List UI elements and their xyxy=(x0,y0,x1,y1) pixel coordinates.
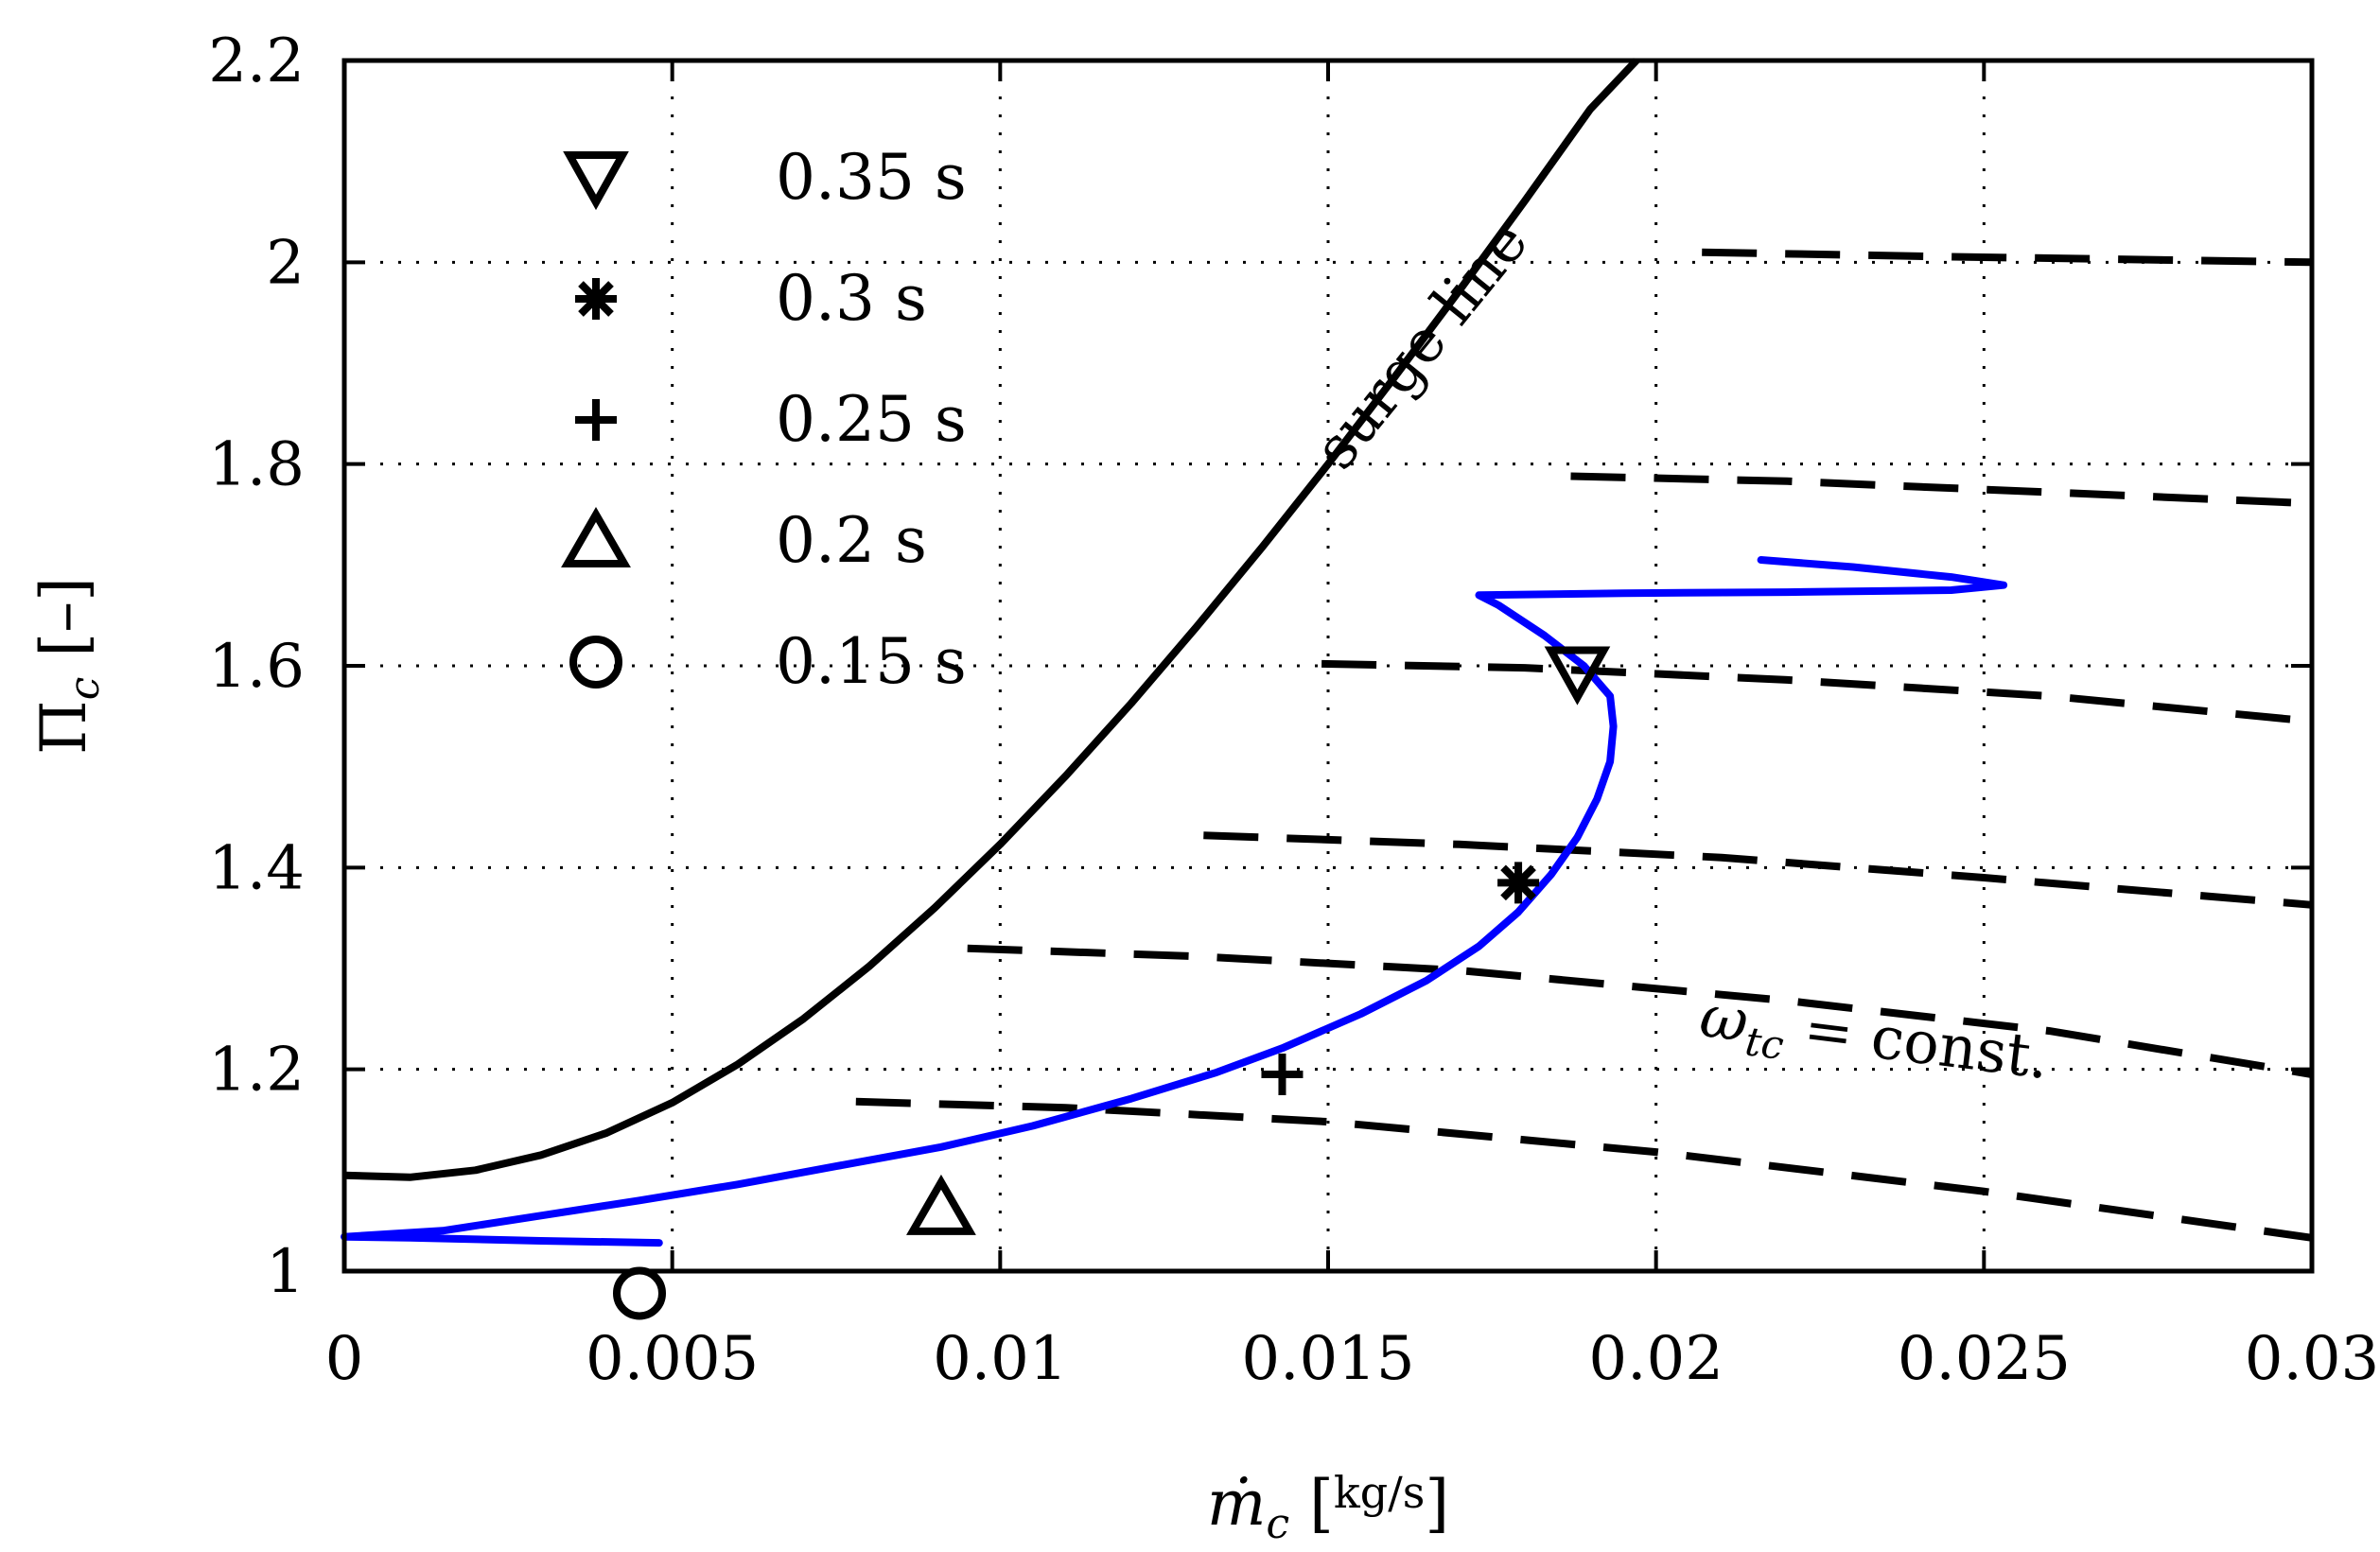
speed-line xyxy=(967,944,2313,1078)
speed-lines xyxy=(855,248,2313,1242)
marker-triangle-up xyxy=(906,1174,976,1235)
speed-line xyxy=(1203,831,2313,909)
legend-symbol-triangle-down xyxy=(563,151,629,211)
y-tick-label: 2 xyxy=(266,228,305,298)
legend-label: 0.25 s xyxy=(776,383,967,456)
y-axis-label: Πc [–] xyxy=(27,577,109,755)
trajectory-series xyxy=(341,556,2008,1247)
marker-triangle-down xyxy=(1544,646,1611,706)
y-axis-ticks: 1 1.2 1.4 1.6 1.8 2 2.2 xyxy=(208,26,2312,1307)
trajectory-line xyxy=(341,556,2008,1247)
legend-label: 0.3 s xyxy=(776,262,927,335)
speed-line xyxy=(1702,248,2313,267)
legend-label: 0.15 s xyxy=(776,625,967,698)
legend-symbol-circle xyxy=(569,636,622,689)
x-tick-label: 0.015 xyxy=(1241,1324,1414,1394)
x-tick-label: 0.01 xyxy=(933,1324,1068,1394)
x-tick-label: 0.025 xyxy=(1898,1324,2071,1394)
y-tick-label: 1 xyxy=(266,1237,305,1307)
legend-symbol-plus xyxy=(575,399,617,441)
x-tick-label: 0.02 xyxy=(1588,1324,1724,1394)
marker-plus xyxy=(1261,1054,1304,1095)
x-tick-label: 0.03 xyxy=(2245,1324,2380,1394)
marker-circle xyxy=(613,1266,666,1320)
legend: 0.35 s 0.3 s 0.25 s 0.2 s 0.15 s xyxy=(561,141,967,698)
y-tick-label: 2.2 xyxy=(208,26,305,96)
legend-label: 0.35 s xyxy=(776,141,967,214)
x-tick-label: 0 xyxy=(325,1324,364,1394)
surge-line xyxy=(343,58,1639,1181)
y-tick-label: 1.8 xyxy=(208,430,305,500)
grid xyxy=(344,61,2312,1271)
legend-label: 0.2 s xyxy=(776,504,927,577)
speed-line xyxy=(1321,659,2313,725)
legend-symbol-asterisk xyxy=(575,278,617,320)
y-tick-label: 1.6 xyxy=(208,632,305,702)
speed-line xyxy=(855,1097,2313,1242)
surge-line-series xyxy=(343,58,1639,1181)
x-axis-label: ṁc [kg/s] xyxy=(1207,1467,1449,1548)
y-tick-label: 1.2 xyxy=(208,1036,305,1106)
y-tick-label: 1.4 xyxy=(208,833,305,903)
legend-symbol-triangle-up xyxy=(561,506,631,567)
x-axis-ticks: 0 0.005 0.01 0.015 0.02 0.025 0.03 xyxy=(325,61,2380,1394)
marker-asterisk xyxy=(1497,862,1540,904)
time-markers xyxy=(613,646,1611,1320)
x-tick-label: 0.005 xyxy=(586,1324,759,1394)
speed-line xyxy=(1570,472,2313,508)
